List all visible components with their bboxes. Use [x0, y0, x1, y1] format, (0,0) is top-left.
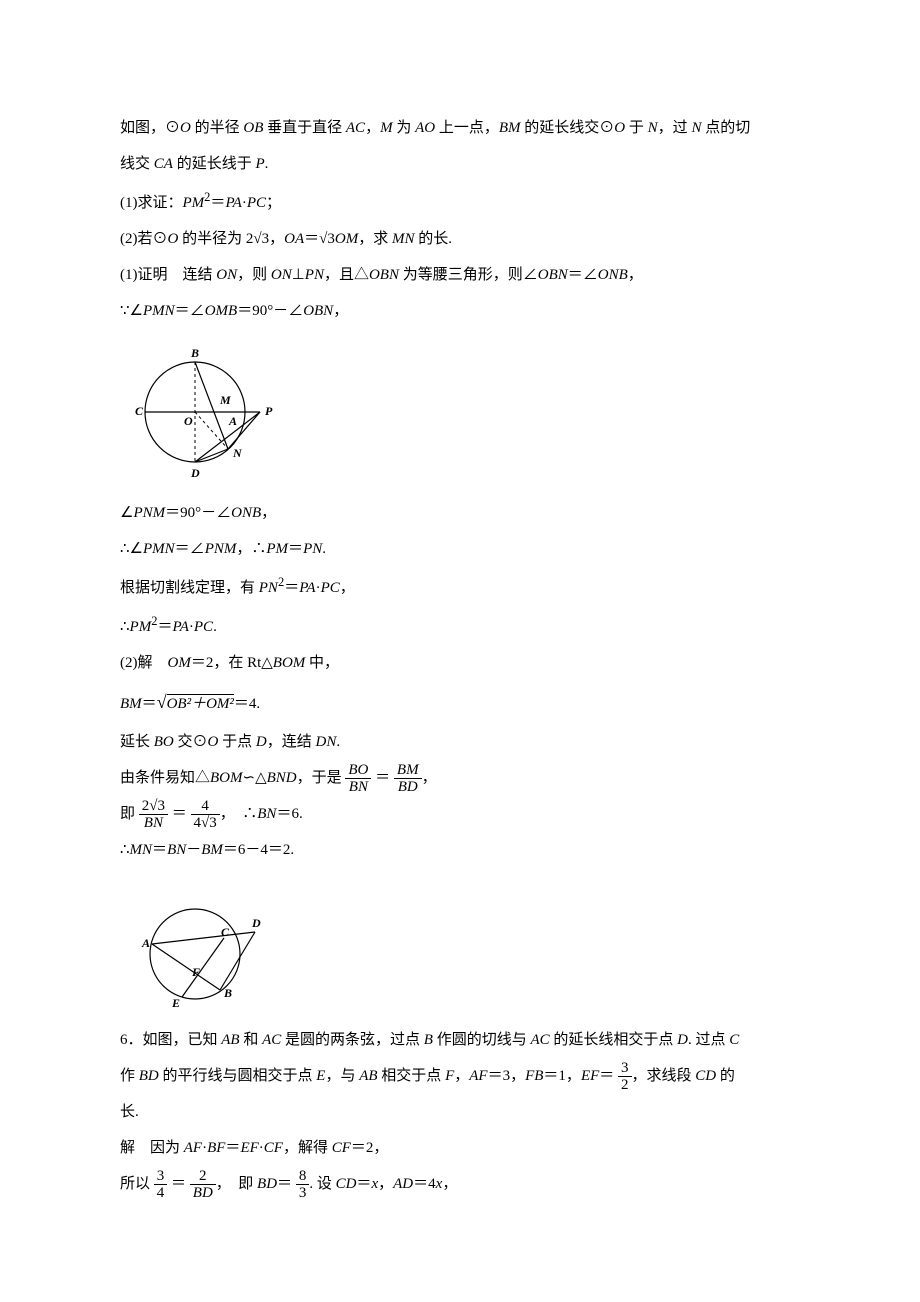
p6-l2-post: ，求线段 CD 的	[632, 1068, 735, 1084]
frac-bo-bn: BOBN	[345, 762, 371, 796]
sol2-pre: BM＝	[120, 696, 157, 712]
p5-q1: (1)求证：PM2＝PA·PC；	[120, 182, 800, 221]
sol4-mid: ＝	[375, 770, 390, 786]
frac-4-4r3: 44√3	[191, 798, 220, 832]
frac-3-4: 34	[154, 1168, 168, 1202]
label-A: A	[228, 414, 237, 428]
p6-l2-pre: 作 BD 的平行线与圆相交于点 E，与 AB 相交于点 F，AF＝3，FB＝1，…	[120, 1068, 614, 1084]
p5-proof6: ∴PM2＝PA·PC.	[120, 606, 800, 645]
circle-diagram-2: A C D B E F	[120, 894, 280, 1014]
sol4-pre: 由条件易知△BOM∽△BND，于是	[120, 770, 342, 786]
sol5-pre: 即	[120, 806, 135, 822]
sol2-post: ＝4.	[234, 696, 260, 712]
label-C: C	[135, 404, 144, 418]
sol5-post: ， ∴BN＝6.	[220, 806, 303, 822]
label-D2: D	[251, 916, 261, 930]
p5-sol2: BM＝√OB²＋OM²＝4.	[120, 681, 800, 724]
p6-line2: 作 BD 的平行线与圆相交于点 E，与 AB 相交于点 F，AF＝3，FB＝1，…	[120, 1058, 800, 1094]
p6-s1: 解 因为 AF·BF＝EF·CF，解得 CF＝2，	[120, 1130, 800, 1166]
p6-line3: 长.	[120, 1094, 800, 1130]
p5-sol1: (2)解 OM＝2，在 Rt△BOM 中，	[120, 645, 800, 681]
figure-2: A C D B E F	[120, 894, 800, 1014]
spacer	[120, 868, 800, 886]
p6-s2-mid2: ， 即 BD＝	[216, 1176, 292, 1192]
p5-sol6: ∴MN＝BN－BM＝6－4＝2.	[120, 832, 800, 868]
frac-bm-bd: BMBD	[394, 762, 422, 796]
circle-diagram-1: B M C O A P N D	[120, 337, 290, 487]
p6-line1: 6．如图，已知 AB 和 AC 是圆的两条弦，过点 B 作圆的切线与 AC 的延…	[120, 1022, 800, 1058]
label-D: D	[190, 466, 200, 480]
label-B2: B	[223, 986, 232, 1000]
p5-sol3: 延长 BO 交⊙O 于点 D，连结 DN.	[120, 724, 800, 760]
label-P: P	[265, 404, 273, 418]
frac-2r3-bn: 2√3BN	[139, 798, 168, 832]
frac-8-3: 83	[296, 1168, 310, 1202]
p5-proof5: 根据切割线定理，有 PN2＝PA·PC，	[120, 567, 800, 606]
p6-s2: 所以 34 ＝ 2BD， 即 BD＝ 83. 设 CD＝x，AD＝4x，	[120, 1166, 800, 1202]
sol4-post: ，	[422, 770, 437, 786]
p5-line2: 线交 CA 的延长线于 P.	[120, 146, 800, 182]
p5-proof2: ∵∠PMN＝∠OMB＝90°－∠OBN，	[120, 293, 800, 329]
frac-2-bd: 2BD	[190, 1168, 216, 1202]
sol5-mid: ＝	[172, 806, 187, 822]
p6-s2-pre: 所以	[120, 1176, 150, 1192]
p5-q2: (2)若⊙O 的半径为 2√3，OA＝√3OM，求 MN 的长.	[120, 221, 800, 257]
label-A2: A	[141, 936, 150, 950]
p5-sol5: 即 2√3BN ＝ 44√3， ∴BN＝6.	[120, 796, 800, 832]
p5-line1: 如图，⊙O 的半径 OB 垂直于直径 AC，M 为 AO 上一点，BM 的延长线…	[120, 110, 800, 146]
label-M: M	[219, 393, 231, 407]
p5-proof3: ∠PNM＝90°－∠ONB，	[120, 495, 800, 531]
p5-proof1: (1)证明 连结 ON，则 ON⊥PN，且△OBN 为等腰三角形，则∠OBN＝∠…	[120, 257, 800, 293]
sol2-rad: OB²＋OM²	[167, 694, 234, 712]
p6-s2-post: . 设 CD＝x，AD＝4x，	[309, 1176, 457, 1192]
p5-proof4: ∴∠PMN＝∠PNM，∴PM＝PN.	[120, 531, 800, 567]
figure-1: B M C O A P N D	[120, 337, 800, 487]
p5-sol4: 由条件易知△BOM∽△BND，于是 BOBN ＝ BMBD，	[120, 760, 800, 796]
label-O: O	[184, 414, 193, 428]
label-N: N	[232, 446, 243, 460]
document-content: 如图，⊙O 的半径 OB 垂直于直径 AC，M 为 AO 上一点，BM 的延长线…	[120, 110, 800, 1202]
label-B: B	[190, 346, 199, 360]
label-C2: C	[221, 925, 230, 939]
frac-3-2: 32	[618, 1060, 632, 1094]
label-E2: E	[171, 996, 180, 1010]
p6-s2-mid1: ＝	[171, 1176, 186, 1192]
label-F2: F	[191, 965, 200, 979]
